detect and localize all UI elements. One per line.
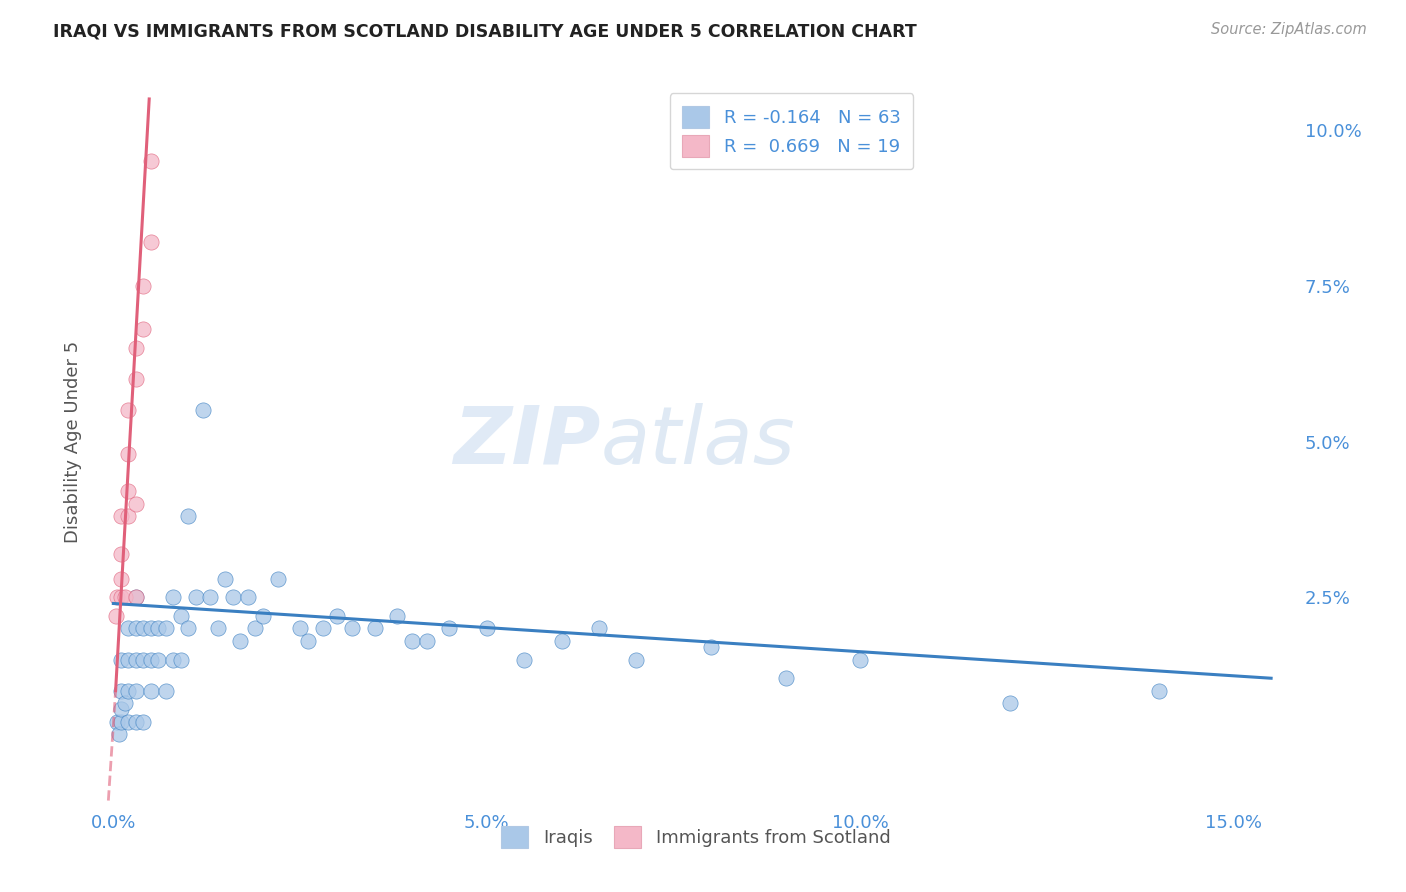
Point: [439, 621, 461, 635]
Point: [117, 714, 139, 729]
Point: [104, 609, 127, 624]
Point: [200, 591, 222, 605]
Point: [148, 621, 170, 635]
Point: [110, 683, 132, 698]
Point: [177, 621, 200, 635]
Point: [132, 714, 155, 729]
Point: [184, 591, 207, 605]
Point: [132, 652, 155, 666]
Point: [117, 484, 139, 499]
Point: [416, 633, 439, 648]
Point: [117, 403, 139, 417]
Point: [207, 621, 229, 635]
Point: [110, 572, 132, 586]
Point: [162, 591, 184, 605]
Point: [849, 652, 872, 666]
Point: [105, 591, 128, 605]
Legend: Iraqis, Immigrants from Scotland: Iraqis, Immigrants from Scotland: [494, 819, 898, 855]
Point: [177, 509, 200, 524]
Point: [162, 652, 184, 666]
Point: [139, 235, 162, 250]
Point: [117, 447, 139, 461]
Point: [311, 621, 333, 635]
Text: IRAQI VS IMMIGRANTS FROM SCOTLAND DISABILITY AGE UNDER 5 CORRELATION CHART: IRAQI VS IMMIGRANTS FROM SCOTLAND DISABI…: [53, 22, 917, 40]
Point: [775, 671, 797, 685]
Point: [475, 621, 498, 635]
Point: [114, 591, 136, 605]
Point: [214, 572, 236, 586]
Point: [117, 652, 139, 666]
Point: [550, 633, 572, 648]
Point: [125, 714, 148, 729]
Point: [229, 633, 252, 648]
Point: [139, 621, 162, 635]
Point: [125, 591, 148, 605]
Point: [139, 683, 162, 698]
Point: [139, 652, 162, 666]
Point: [626, 652, 648, 666]
Point: [132, 322, 155, 336]
Point: [148, 652, 170, 666]
Point: [125, 683, 148, 698]
Point: [252, 609, 274, 624]
Text: atlas: atlas: [600, 402, 796, 481]
Point: [513, 652, 536, 666]
Point: [125, 497, 148, 511]
Point: [588, 621, 610, 635]
Point: [132, 621, 155, 635]
Point: [288, 621, 311, 635]
Point: [110, 509, 132, 524]
Point: [401, 633, 423, 648]
Point: [110, 547, 132, 561]
Point: [110, 702, 132, 716]
Point: [155, 683, 177, 698]
Point: [117, 683, 139, 698]
Point: [110, 591, 132, 605]
Point: [105, 714, 128, 729]
Point: [125, 372, 148, 386]
Point: [125, 652, 148, 666]
Point: [998, 696, 1021, 710]
Point: [155, 621, 177, 635]
Point: [132, 278, 155, 293]
Point: [700, 640, 723, 654]
Point: [267, 572, 290, 586]
Point: [169, 609, 191, 624]
Text: Source: ZipAtlas.com: Source: ZipAtlas.com: [1211, 22, 1367, 37]
Point: [222, 591, 245, 605]
Y-axis label: Disability Age Under 5: Disability Age Under 5: [63, 341, 82, 542]
Text: ZIP: ZIP: [453, 402, 600, 481]
Point: [114, 696, 136, 710]
Point: [110, 652, 132, 666]
Point: [125, 621, 148, 635]
Point: [125, 341, 148, 355]
Point: [169, 652, 191, 666]
Point: [236, 591, 259, 605]
Point: [1147, 683, 1170, 698]
Point: [139, 154, 162, 169]
Point: [110, 714, 132, 729]
Point: [117, 509, 139, 524]
Point: [297, 633, 319, 648]
Point: [108, 727, 131, 741]
Point: [117, 621, 139, 635]
Point: [385, 609, 409, 624]
Point: [125, 591, 148, 605]
Point: [245, 621, 267, 635]
Point: [326, 609, 349, 624]
Point: [191, 403, 214, 417]
Point: [342, 621, 364, 635]
Point: [364, 621, 387, 635]
